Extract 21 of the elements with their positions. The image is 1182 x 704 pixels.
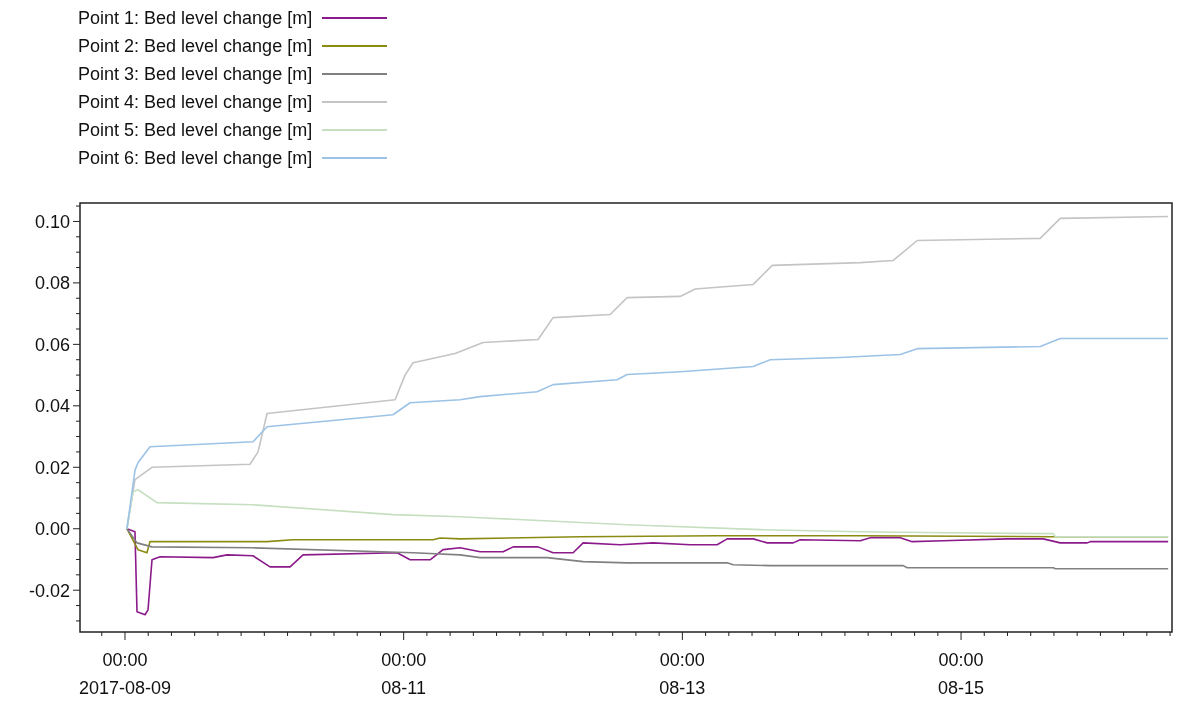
y-tick-label: -0.02 [28,580,70,601]
y-tick-label: 0.08 [34,273,70,294]
line-series [126,337,1169,530]
y-tick-label: 0.10 [34,211,70,232]
y-tick-label: 0.02 [34,457,70,478]
line-series [126,488,1169,538]
x-tick-label: 00:00 2017-08-09 [78,650,172,698]
legend-label: Point 4: Bed level change [m] [78,92,313,113]
line-series [126,527,1169,616]
y-tick-label: 0.06 [34,334,70,355]
legend-label: Point 5: Bed level change [m] [78,120,313,141]
legend-label: Point 6: Bed level change [m] [78,148,313,169]
x-tick-label: 00:00 08-13 [659,650,706,698]
legend-label: Point 3: Bed level change [m] [78,64,313,85]
legend-label: Point 2: Bed level change [m] [78,36,313,57]
y-tick-label: 0.04 [34,396,70,417]
line-series [126,527,1169,570]
x-tick-label: 00:00 08-15 [938,650,985,698]
x-tick-label: 00:00 08-11 [381,650,427,698]
legend-label: Point 1: Bed level change [m] [78,8,313,29]
y-tick-label: 0.00 [34,519,70,540]
